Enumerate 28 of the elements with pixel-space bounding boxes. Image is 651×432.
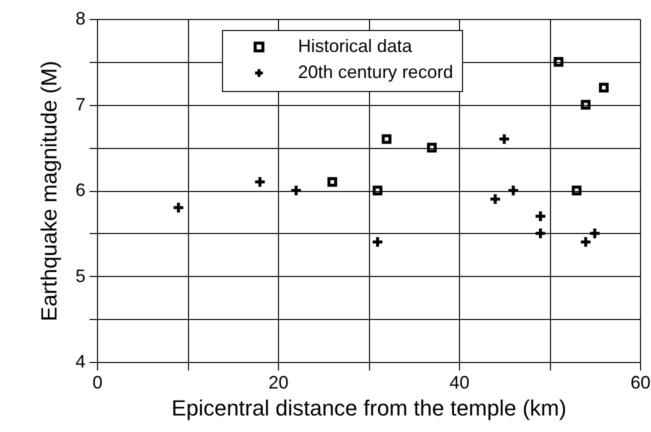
- y-tick-label: 5: [75, 266, 86, 286]
- point: [372, 237, 382, 247]
- point: [554, 57, 564, 67]
- point: [382, 134, 392, 144]
- point: [255, 177, 265, 187]
- y-axis-title: Earthquake magnitude (M): [36, 60, 62, 322]
- point: [580, 237, 591, 247]
- legend-label: Historical data: [298, 36, 414, 56]
- y-tick-label: 8: [75, 8, 86, 28]
- point: [426, 142, 437, 152]
- y-tick-label: 6: [75, 180, 86, 200]
- point: [536, 211, 546, 222]
- point: [580, 100, 591, 110]
- x-axis-title: Epicentral distance from the temple (km): [172, 396, 566, 420]
- point: [598, 82, 609, 92]
- x-tick-label: 40: [449, 372, 470, 392]
- y-tick-label: 4: [75, 352, 86, 372]
- x-tick-label: 0: [92, 372, 103, 392]
- point: [490, 194, 500, 204]
- point: [174, 202, 184, 213]
- legend-label: 20th century record: [298, 62, 454, 82]
- x-tick-label: 20: [268, 372, 289, 392]
- point: [572, 186, 582, 196]
- x-tick-label: 60: [630, 372, 651, 392]
- point: [499, 134, 510, 144]
- point: [372, 186, 382, 196]
- point: [327, 177, 338, 187]
- y-tick-label: 7: [75, 94, 86, 114]
